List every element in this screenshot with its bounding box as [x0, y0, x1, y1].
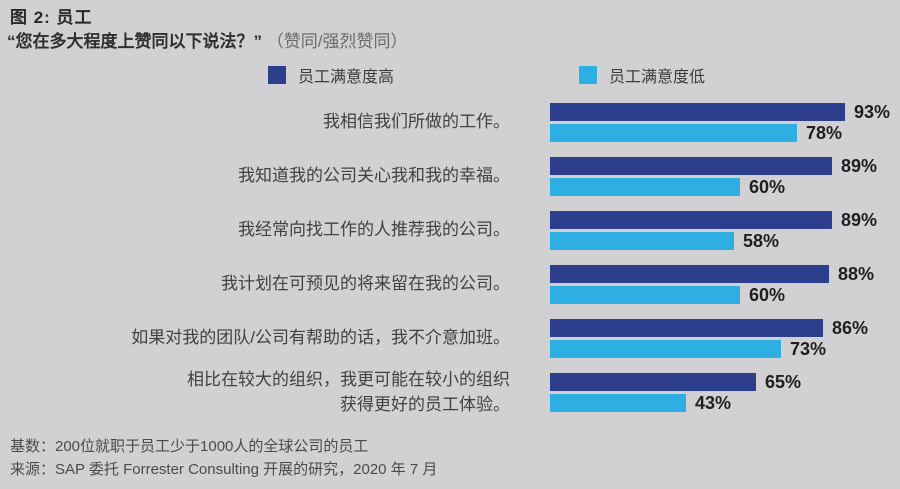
category-label: 我经常向找工作的人推荐我的公司。	[238, 220, 510, 240]
high-satisfaction-bar	[550, 157, 832, 175]
category-label: 我相信我们所做的工作。	[323, 112, 510, 132]
low-satisfaction-bar	[550, 232, 734, 250]
bar-line-low: 60%	[550, 284, 874, 305]
figure-footer: 基数：200位就职于员工少于1000人的全球公司的员工 来源：SAP 委托 Fo…	[10, 435, 437, 482]
value-label: 43%	[695, 392, 732, 413]
bar-line-low: 43%	[550, 392, 801, 413]
base-note: 基数：200位就职于员工少于1000人的全球公司的员工	[10, 438, 369, 455]
bar-group: 88% 60%	[550, 263, 875, 305]
low-satisfaction-bar	[550, 124, 797, 142]
source-note: 来源：SAP 委托 Forrester Consulting 开展的研究，202…	[10, 461, 438, 479]
value-label: 60%	[749, 284, 786, 305]
value-label: 89%	[841, 209, 878, 230]
value-label: 78%	[806, 122, 843, 143]
high-satisfaction-bar	[550, 211, 832, 229]
bar-group: 65% 43%	[550, 371, 802, 413]
high-satisfaction-bar	[550, 265, 829, 283]
category-label: 我知道我的公司关心我和我的幸福。	[238, 166, 510, 186]
legend-swatch-low	[579, 66, 598, 84]
value-label: 65%	[765, 371, 802, 392]
low-satisfaction-bar	[550, 178, 740, 196]
survey-qualifier: （赞同/强烈赞同）	[266, 32, 408, 51]
low-satisfaction-bar	[550, 340, 781, 358]
legend-label-high: 员工满意度高	[298, 69, 395, 86]
value-label: 88%	[838, 263, 875, 284]
bar-chart: 我相信我们所做的工作。 93% 78% 我知道我的公司关心我和我的幸福。 89% 60% 我…	[0, 101, 900, 427]
bar-group: 93% 78%	[550, 101, 891, 143]
value-label: 60%	[749, 176, 786, 197]
chart-row: 如果对我的团队/公司有帮助的话，我不介意加班。 86% 73%	[0, 317, 900, 359]
chart-row: 相比在较大的组织，我更可能在较小的组织 获得更好的员工体验。 65% 43%	[0, 369, 900, 414]
chart-legend: 员工满意度高 员工满意度低	[268, 63, 705, 87]
value-label: 73%	[790, 338, 827, 359]
bar-group: 89% 58%	[550, 209, 878, 251]
value-label: 58%	[743, 230, 780, 251]
legend-swatch-high	[268, 66, 286, 84]
chart-row: 我经常向找工作的人推荐我的公司。 89% 58%	[0, 209, 900, 251]
bar-line-high: 65%	[550, 371, 802, 392]
bar-line-high: 86%	[550, 317, 869, 338]
low-satisfaction-bar	[550, 286, 740, 304]
bar-group: 86% 73%	[550, 317, 869, 359]
chart-row: 我计划在可预见的将来留在我的公司。 88% 60%	[0, 263, 900, 305]
category-label: 相比在较大的组织，我更可能在较小的组织 获得更好的员工体验。	[187, 369, 510, 414]
value-label: 86%	[832, 317, 869, 338]
bar-line-high: 93%	[550, 101, 891, 122]
bar-line-low: 73%	[550, 338, 868, 359]
figure-title: 图 2: 员工	[10, 8, 93, 27]
legend-label-low: 员工满意度低	[609, 69, 706, 86]
bar-line-high: 89%	[550, 209, 878, 230]
legend-item-low: 员工满意度低	[579, 63, 705, 87]
category-label: 我计划在可预见的将来留在我的公司。	[221, 274, 510, 294]
high-satisfaction-bar	[550, 103, 845, 121]
bar-line-high: 89%	[550, 155, 878, 176]
legend-item-high: 员工满意度高	[268, 63, 394, 87]
high-satisfaction-bar	[550, 319, 823, 337]
category-label: 如果对我的团队/公司有帮助的话，我不介意加班。	[131, 328, 510, 348]
high-satisfaction-bar	[550, 373, 756, 391]
figure-subtitle: “您在多大程度上赞同以下说法？” （赞同/强烈赞同）	[7, 27, 407, 52]
chart-row: 我知道我的公司关心我和我的幸福。 89% 60%	[0, 155, 900, 197]
bar-line-high: 88%	[550, 263, 875, 284]
bar-line-low: 78%	[550, 122, 890, 143]
chart-row: 我相信我们所做的工作。 93% 78%	[0, 101, 900, 143]
low-satisfaction-bar	[550, 394, 686, 412]
bar-line-low: 60%	[550, 176, 877, 197]
bar-group: 89% 60%	[550, 155, 878, 197]
survey-question: “您在多大程度上赞同以下说法？”	[7, 32, 262, 51]
bar-line-low: 58%	[550, 230, 877, 251]
value-label: 89%	[841, 155, 878, 176]
value-label: 93%	[854, 101, 891, 122]
